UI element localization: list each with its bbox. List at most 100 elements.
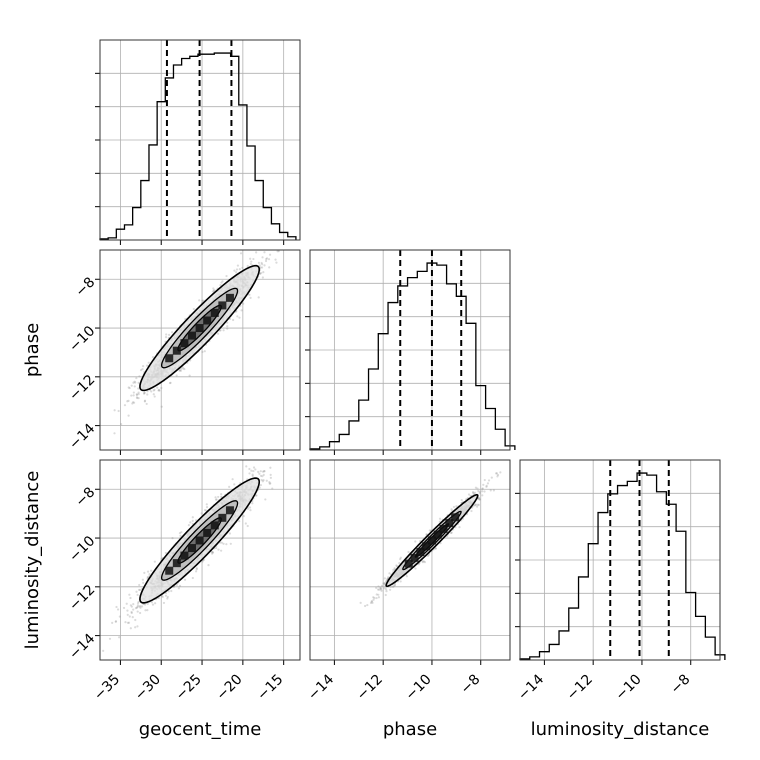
sample-point [385, 590, 388, 593]
sample-point [265, 257, 268, 261]
sample-point [152, 393, 155, 396]
sample-point [233, 269, 236, 272]
sample-point [269, 473, 272, 476]
density-cell [180, 551, 189, 560]
sample-point [250, 469, 253, 472]
sample-point [260, 261, 263, 265]
sample-point [146, 390, 149, 393]
sample-point [473, 491, 477, 494]
sample-point [370, 600, 374, 603]
sample-point [143, 391, 146, 394]
sample-point [260, 478, 263, 482]
sample-point [127, 621, 131, 624]
sample-point [399, 580, 402, 583]
sample-point [113, 409, 116, 412]
sample-point [152, 389, 155, 392]
sample-point [166, 595, 169, 599]
sample-point [118, 636, 121, 639]
sample-point [114, 620, 118, 623]
sample-point [217, 495, 220, 499]
sample-point [102, 649, 105, 652]
sample-point [278, 455, 280, 457]
sample-point [135, 590, 138, 593]
sample-point [268, 482, 271, 485]
panel-geocent_time-vs-phase: −14−12−10−8 [66, 234, 301, 455]
sample-point [182, 367, 185, 370]
sample-point [265, 479, 268, 482]
sample-point [268, 253, 272, 256]
histogram-phase [309, 262, 516, 450]
sample-point [248, 506, 252, 509]
sample-point [136, 602, 140, 605]
sample-point [235, 271, 238, 274]
sample-point [236, 315, 239, 318]
sample-point [117, 409, 120, 413]
sample-point [277, 250, 280, 253]
sample-point [220, 281, 223, 284]
density-cell [165, 354, 174, 363]
sample-point [150, 601, 153, 604]
x-tick-label: −35 [91, 672, 123, 704]
sample-point [136, 605, 139, 609]
sample-point [276, 250, 279, 253]
sample-point [268, 480, 271, 484]
sample-point [169, 381, 172, 384]
sample-point [210, 552, 214, 555]
sample-point [135, 376, 138, 380]
sample-point [476, 505, 479, 508]
sample-point [140, 605, 144, 608]
sample-point [164, 336, 168, 339]
sample-point [178, 369, 182, 372]
density-cell [188, 544, 197, 553]
sample-point [246, 264, 249, 268]
sample-point [383, 582, 386, 585]
sample-point [164, 594, 168, 597]
sample-point [255, 251, 258, 254]
density-cell [225, 293, 234, 302]
sample-point [449, 531, 453, 535]
sample-point [136, 604, 140, 607]
sample-point [114, 620, 117, 623]
sample-point [138, 605, 141, 608]
sample-point [391, 585, 395, 588]
sample-point [147, 361, 150, 364]
sample-point [145, 364, 149, 367]
sample-point [178, 532, 182, 535]
sample-point [395, 565, 399, 568]
sample-point [165, 333, 168, 336]
density-cell [180, 339, 189, 348]
sample-point [228, 532, 232, 535]
density-cell [195, 536, 204, 545]
sample-point [168, 333, 171, 336]
sample-point [153, 388, 156, 391]
sample-point [258, 486, 261, 489]
sample-point [128, 593, 131, 596]
sample-point [132, 381, 135, 384]
sample-point [271, 487, 274, 490]
sample-point [241, 266, 244, 269]
sample-point [274, 258, 277, 261]
sample-point [132, 394, 135, 397]
sample-point [220, 549, 223, 552]
x-tick-label: −20 [213, 672, 245, 704]
sample-point [177, 587, 180, 590]
sample-point [201, 350, 204, 354]
sample-point [126, 613, 129, 616]
density-cell [218, 513, 227, 522]
density-cell [225, 506, 234, 515]
sample-point [228, 485, 231, 488]
y-axis-label-phase: phase [22, 323, 43, 377]
sample-point [137, 588, 141, 591]
sample-point [233, 483, 236, 486]
sample-point [452, 505, 456, 509]
sample-point [192, 307, 195, 311]
sample-point [203, 509, 207, 512]
sample-point [146, 570, 150, 573]
sample-point [244, 522, 247, 525]
sample-point [138, 375, 141, 378]
sample-point [171, 331, 174, 334]
sample-point [257, 296, 260, 299]
sample-point [150, 390, 153, 393]
sample-point [279, 234, 281, 236]
sample-point [220, 493, 223, 496]
